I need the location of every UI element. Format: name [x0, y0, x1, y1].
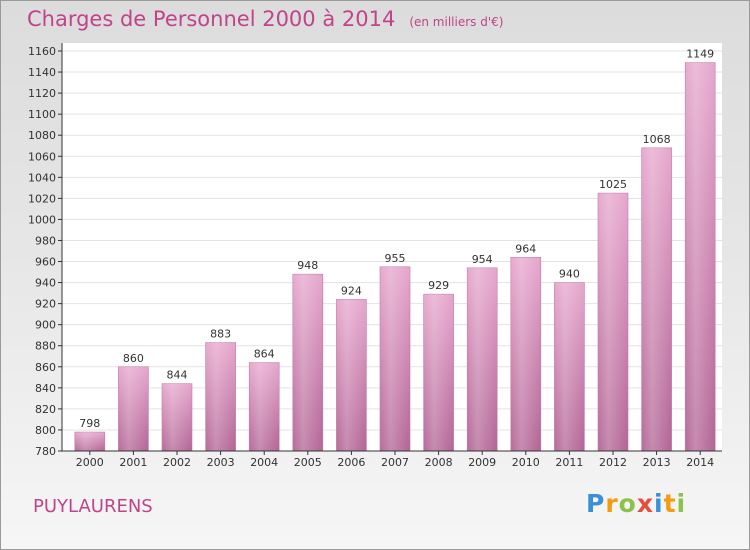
x-tick-label: 2002: [163, 456, 191, 469]
bar-highlight: [598, 193, 628, 451]
y-tick-label: 840: [35, 382, 56, 395]
commune-name: PUYLAURENS: [33, 496, 153, 517]
chart-title: Charges de Personnel 2000 à 2014: [27, 7, 396, 31]
logo-letter: r: [605, 489, 619, 518]
bar-highlight: [423, 294, 454, 451]
y-tick-label: 900: [35, 319, 56, 332]
x-tick-label: 2008: [425, 456, 453, 469]
value-label: 954: [472, 253, 493, 266]
y-tick-label: 980: [35, 234, 56, 247]
x-tick-label: 2010: [512, 456, 540, 469]
y-tick-label: 1160: [28, 45, 56, 58]
value-label: 798: [79, 417, 100, 430]
value-label: 864: [254, 348, 275, 361]
x-tick-label: 2006: [337, 456, 365, 469]
bar-highlight: [554, 282, 585, 451]
value-label: 1149: [686, 48, 714, 61]
value-label: 1068: [643, 133, 671, 146]
y-tick-label: 920: [35, 298, 56, 311]
x-tick-label: 2009: [468, 456, 496, 469]
x-tick-label: 2004: [250, 456, 278, 469]
y-tick-label: 1120: [28, 87, 56, 100]
y-tick-label: 880: [35, 340, 56, 353]
bar-highlight: [162, 383, 192, 451]
bars: 798 860 844 883 864 948 924 955 929 954 964 940 1025…: [74, 48, 716, 452]
bar-highlight: [74, 432, 105, 451]
value-label: 844: [167, 369, 188, 382]
x-tick-label: 2013: [643, 456, 671, 469]
value-label: 964: [515, 242, 536, 255]
logo-letter: t: [663, 489, 677, 518]
y-tick-label: 1040: [28, 171, 56, 184]
logo-letter: x: [636, 489, 654, 518]
bar-highlight: [205, 342, 236, 451]
value-label: 955: [385, 252, 406, 265]
axes: 780 800 820 840 860 880 900 920 940 960 980 1000 102…: [28, 43, 722, 469]
y-tick-label: 1060: [28, 150, 56, 163]
value-label: 948: [297, 259, 318, 272]
logo-letter: i: [676, 489, 687, 518]
bar-highlight: [685, 62, 716, 451]
x-tick-label: 2011: [555, 456, 583, 469]
value-label: 1025: [599, 178, 627, 191]
x-tick-label: 2003: [207, 456, 235, 469]
value-label: 860: [123, 352, 144, 365]
value-label: 929: [428, 279, 449, 292]
bar-highlight: [292, 274, 323, 451]
bar-highlight: [510, 257, 541, 451]
x-tick-label: 2007: [381, 456, 409, 469]
x-tick-label: 2001: [119, 456, 147, 469]
y-tick-label: 1080: [28, 129, 56, 142]
y-tick-label: 960: [35, 256, 56, 269]
value-label: 940: [559, 268, 580, 281]
y-tick-label: 820: [35, 403, 56, 416]
y-tick-label: 1140: [28, 66, 56, 79]
bar-highlight: [336, 299, 367, 451]
x-tick-label: 2012: [599, 456, 627, 469]
y-tick-label: 800: [35, 424, 56, 437]
title-row: Charges de Personnel 2000 à 2014 (en mill…: [27, 7, 503, 31]
bar-highlight: [467, 267, 498, 451]
x-tick-label: 2014: [686, 456, 714, 469]
x-tick-label: 2005: [294, 456, 322, 469]
bar-highlight: [118, 366, 149, 451]
y-tick-label: 1100: [28, 108, 56, 121]
y-tick-label: 860: [35, 361, 56, 374]
logo-letter: P: [586, 489, 606, 518]
logo-letter: i: [654, 489, 664, 518]
y-tick-label: 1020: [28, 192, 56, 205]
y-tick-label: 1000: [28, 213, 56, 226]
logo-letter: o: [618, 489, 637, 518]
bar-highlight: [249, 362, 280, 451]
y-tick-label: 940: [35, 277, 56, 290]
bar-highlight: [380, 266, 410, 451]
proxiti-logo: Proxiti: [586, 489, 686, 518]
value-label: 924: [341, 284, 362, 297]
bar-highlight: [641, 147, 672, 451]
chart-subtitle: (en milliers d'€): [409, 15, 504, 29]
value-label: 883: [210, 328, 231, 341]
x-tick-label: 2000: [76, 456, 104, 469]
y-tick-label: 780: [35, 445, 56, 458]
